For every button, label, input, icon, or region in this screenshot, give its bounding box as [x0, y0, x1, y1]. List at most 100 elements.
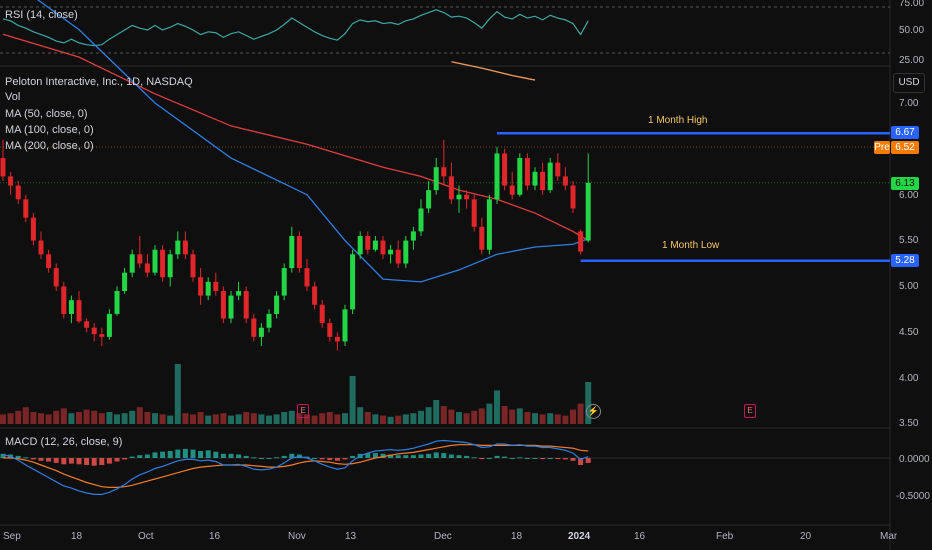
macd-histogram-bar: [464, 455, 470, 458]
candle-body: [532, 171, 538, 186]
candle-body: [479, 226, 485, 250]
macd-histogram-bar: [243, 455, 249, 458]
ma100-legend[interactable]: MA (100, close, 0): [5, 124, 94, 136]
candle-body: [540, 171, 546, 191]
macd-histogram-bar: [114, 458, 120, 462]
volume-bar: [577, 403, 584, 424]
volume-bar: [60, 408, 67, 424]
volume-bar: [197, 412, 204, 424]
volume-bar: [266, 415, 272, 424]
volume-bar: [562, 415, 569, 424]
macd-tick: -0.5000: [896, 491, 930, 502]
high-price-tag: 6.67: [891, 126, 919, 139]
macd-histogram-bar: [220, 453, 226, 458]
macd-histogram-bar: [213, 451, 219, 458]
earnings-icon[interactable]: E: [297, 404, 309, 418]
volume-bar: [258, 414, 265, 424]
volume-bar: [372, 414, 379, 424]
volume-bar: [7, 413, 14, 424]
candle-body: [15, 185, 21, 200]
candle-body: [38, 240, 44, 255]
candle-body: [84, 321, 90, 328]
candle-body: [319, 304, 325, 324]
candle-body: [486, 199, 492, 250]
candle-body: [494, 153, 500, 200]
volume-bar: [167, 415, 174, 424]
macd-histogram-bar: [509, 458, 515, 459]
price-tick: 5.50: [899, 235, 919, 246]
candle-body: [106, 313, 112, 337]
currency-button[interactable]: USD: [893, 73, 925, 93]
volume-bar: [570, 409, 576, 424]
volume-bar: [456, 412, 462, 424]
month-low-label: 1 Month Low: [662, 240, 720, 251]
macd-histogram-bar: [479, 458, 485, 459]
macd-histogram-bar: [304, 456, 310, 458]
volume-bar: [205, 415, 212, 424]
candle-body: [91, 327, 97, 335]
rsi-legend[interactable]: RSI (14, close): [5, 9, 78, 21]
volume-bar: [448, 409, 455, 424]
earnings-icon[interactable]: E: [744, 404, 756, 418]
macd-histogram-bar: [198, 451, 204, 458]
macd-histogram-bar: [236, 454, 242, 458]
price-tick: 4.00: [899, 373, 919, 384]
candle-body: [509, 185, 515, 195]
macd-histogram-bar: [137, 455, 143, 458]
candle-body: [220, 291, 226, 319]
volume-bar: [22, 407, 29, 424]
candle-body: [99, 334, 105, 337]
volume-bar: [76, 412, 82, 424]
candle-body: [23, 199, 29, 218]
candle-body: [228, 295, 234, 319]
volume-bar: [0, 414, 6, 424]
candle-body: [433, 167, 439, 191]
macd-histogram-bar: [205, 450, 211, 458]
volume-bar: [83, 409, 90, 424]
macd-histogram-bar: [266, 458, 272, 459]
macd-histogram-bar: [0, 453, 6, 458]
macd-histogram-bar: [251, 457, 257, 459]
volume-bar: [98, 413, 105, 424]
candle-body: [372, 240, 378, 250]
macd-histogram-bar: [585, 458, 591, 463]
ma100-line: [2, 33, 589, 242]
macd-legend[interactable]: MACD (12, 26, close, 9): [5, 436, 123, 448]
volume-bar: [182, 413, 189, 424]
volume-bar: [554, 414, 561, 424]
volume-bar: [380, 415, 386, 424]
macd-histogram-bar: [418, 454, 424, 458]
ma50-legend[interactable]: MA (50, close, 0): [5, 108, 88, 120]
macd-histogram-bar: [471, 457, 477, 459]
macd-histogram-bar: [433, 452, 439, 458]
macd-histogram-bar: [15, 455, 21, 458]
macd-histogram-bar: [486, 458, 492, 459]
chart-title[interactable]: Peloton Interactive, Inc., 1D, NASDAQ: [5, 76, 193, 88]
candle-body: [441, 167, 447, 177]
volume-bar: [159, 414, 166, 424]
candle-body: [342, 309, 348, 342]
volume-bar: [395, 415, 402, 424]
volume-bar: [235, 414, 242, 424]
volume-legend[interactable]: Vol: [5, 91, 21, 103]
candle-body: [68, 300, 74, 314]
candle-body: [388, 249, 394, 255]
candle-body: [152, 249, 158, 273]
volume-bar: [494, 390, 500, 424]
macd-tick: 0.0000: [899, 454, 930, 465]
macd-histogram-bar: [456, 455, 462, 458]
candle-body: [365, 235, 371, 250]
candle-body: [129, 254, 135, 273]
dividend-lightning-icon[interactable]: ⚡: [586, 404, 601, 419]
ma200-legend[interactable]: MA (200, close, 0): [5, 140, 94, 152]
volume-bar: [129, 410, 136, 424]
candle-body: [266, 313, 272, 328]
time-tick: Oct: [138, 531, 154, 542]
volume-bar: [106, 412, 113, 424]
volume-bar: [91, 410, 98, 424]
time-tick: 20: [800, 531, 812, 542]
volume-bar: [288, 410, 295, 424]
rsi-tick: 25.00: [899, 55, 925, 66]
month-high-label: 1 Month High: [648, 115, 708, 126]
